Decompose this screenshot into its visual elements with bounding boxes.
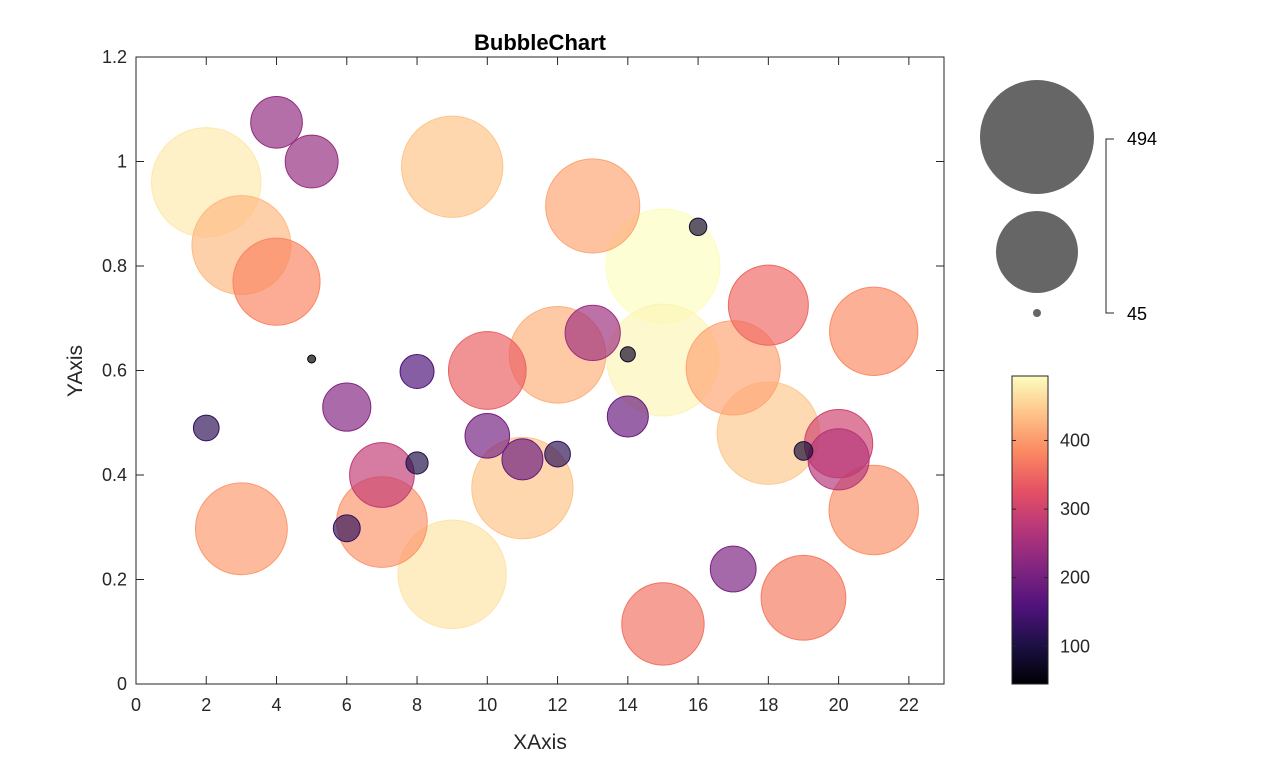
bubble-point	[501, 438, 544, 481]
bubble-point	[606, 395, 649, 438]
bubble-point	[192, 414, 220, 442]
x-tick-label: 2	[201, 695, 211, 715]
bubble-point	[464, 413, 511, 459]
colorbar-ticks: 100 200 300 400	[1012, 430, 1090, 656]
bubble-point	[760, 554, 847, 641]
bubble-point	[564, 304, 621, 361]
bubble-point	[545, 158, 641, 254]
y-tick-label: 0.8	[102, 256, 127, 276]
bubble-point	[397, 519, 507, 629]
size-legend-bracket	[1105, 138, 1114, 314]
bubble-series	[151, 95, 919, 666]
y-tick-label: 0.2	[102, 570, 127, 590]
colorbar: 100 200 300 400	[1011, 375, 1090, 685]
bubble-point	[829, 286, 919, 376]
bubble-point	[322, 382, 372, 432]
bubble-point	[399, 354, 435, 390]
bubble-point	[284, 134, 339, 189]
bubble-point	[807, 428, 870, 491]
size-legend: 494 45	[980, 80, 1157, 324]
bubble-point	[709, 545, 757, 593]
x-tick-label: 6	[342, 695, 352, 715]
y-axis-label: YAxis	[64, 345, 87, 397]
size-legend-max-label: 494	[1127, 129, 1157, 149]
bubble-point	[793, 441, 814, 461]
bubble-point	[619, 346, 636, 363]
size-legend-min-label: 45	[1127, 304, 1147, 324]
size-legend-max-circle	[980, 80, 1094, 194]
y-tick-label: 1	[117, 152, 127, 172]
x-axis: 0 2 4 6 8 10 12 14 16 18 20 22	[131, 57, 919, 715]
size-legend-mid-circle	[996, 211, 1078, 293]
x-tick-label: 14	[618, 695, 638, 715]
bubble-point	[349, 442, 415, 508]
x-tick-label: 10	[477, 695, 497, 715]
bubble-point	[544, 440, 571, 468]
bubble-point	[194, 482, 288, 576]
bubble-point	[621, 582, 705, 666]
y-tick-label: 0.6	[102, 361, 127, 381]
colorbar-tick-label: 400	[1060, 430, 1090, 450]
colorbar-tick-label: 200	[1060, 568, 1090, 588]
colorbar-gradient	[1011, 375, 1049, 685]
bubble-point	[727, 264, 809, 346]
x-tick-label: 0	[131, 695, 141, 715]
y-tick-label: 0	[117, 674, 127, 694]
bubble-point	[405, 451, 429, 475]
x-tick-label: 4	[272, 695, 282, 715]
colorbar-tick-label: 300	[1060, 499, 1090, 519]
x-tick-label: 8	[412, 695, 422, 715]
bubble-point	[250, 95, 303, 149]
bubble-point	[447, 331, 527, 410]
bubble-point	[828, 464, 919, 556]
bubble-point	[688, 217, 708, 237]
size-legend-min-circle	[1033, 309, 1041, 317]
bubble-point	[332, 514, 361, 543]
bubble-point	[232, 237, 321, 326]
x-axis-label: XAxis	[513, 731, 567, 754]
x-tick-label: 22	[899, 695, 919, 715]
x-tick-label: 16	[688, 695, 708, 715]
x-tick-label: 12	[548, 695, 568, 715]
chart-title: BubbleChart	[474, 30, 607, 55]
colorbar-tick-label: 100	[1060, 636, 1090, 656]
bubble-point	[401, 115, 504, 218]
y-tick-label: 1.2	[102, 47, 127, 67]
x-tick-label: 20	[829, 695, 849, 715]
x-tick-label: 18	[758, 695, 778, 715]
bubble-point	[307, 354, 317, 364]
y-axis: 0 0.2 0.4 0.6 0.8 1 1.2	[102, 47, 944, 694]
y-tick-label: 0.4	[102, 465, 127, 485]
